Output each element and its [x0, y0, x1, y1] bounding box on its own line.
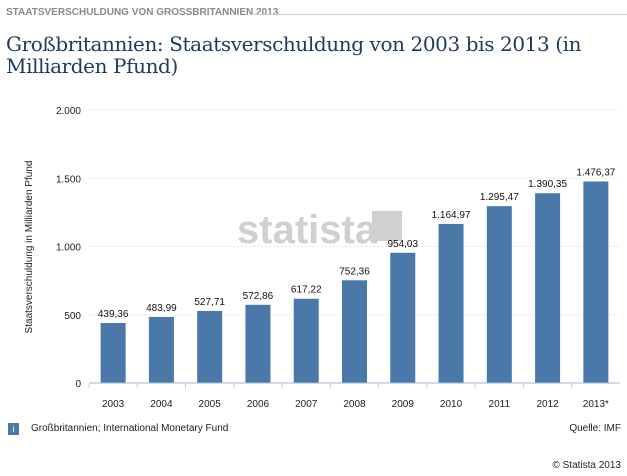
source-label[interactable]: Quelle: IMF — [569, 423, 621, 434]
x-tick-label: 2009 — [392, 399, 415, 410]
chart-kicker: STAATSVERSCHULDUNG VON GROSSBRITANNIEN 2… — [6, 7, 279, 18]
data-label: 1.295,47 — [480, 192, 519, 203]
x-tick-label: 2007 — [295, 399, 318, 410]
bar — [438, 223, 464, 383]
bar — [390, 252, 416, 383]
bar — [583, 181, 609, 383]
data-label: 527,71 — [194, 297, 225, 308]
x-tick-label: 2003 — [102, 399, 125, 410]
data-label: 752,36 — [339, 266, 370, 277]
data-label: 439,36 — [98, 309, 129, 320]
x-tick-label: 2012 — [536, 399, 559, 410]
y-tick-label: 1.500 — [56, 174, 81, 185]
data-label: 572,86 — [243, 291, 274, 302]
data-label: 1.164,97 — [432, 210, 471, 221]
y-tick-label: 2.000 — [56, 106, 81, 117]
kicker-divider — [250, 14, 627, 15]
bar — [486, 206, 512, 383]
x-tick-label: 2006 — [247, 399, 270, 410]
x-tick-label: 2013* — [583, 399, 609, 410]
x-tick-label: 2005 — [199, 399, 222, 410]
y-tick-label: 500 — [64, 311, 81, 322]
data-label: 954,03 — [387, 239, 418, 250]
watermark-logo-icon — [372, 211, 402, 241]
chart-title: Großbritannien: Staatsverschuldung von 2… — [6, 32, 582, 78]
data-label: 1.390,35 — [528, 179, 567, 190]
x-tick-label: 2011 — [489, 399, 511, 410]
x-tick-label: 2008 — [343, 399, 366, 410]
bar — [535, 193, 561, 383]
info-icon[interactable]: i — [8, 423, 19, 435]
source-note: Großbritannien; International Monetary F… — [31, 423, 229, 434]
y-tick-label: 0 — [75, 379, 81, 390]
x-tick-label: 2010 — [440, 399, 463, 410]
bar — [148, 316, 174, 383]
copyright: © Statista 2013 — [552, 460, 621, 471]
data-label: 483,99 — [146, 303, 177, 314]
bar — [100, 323, 126, 383]
bar — [245, 304, 271, 383]
y-axis-title: Staatsverschuldung in Milliarden Pfund — [24, 161, 35, 334]
x-tick-label: 2004 — [150, 399, 173, 410]
watermark-logo: statista — [237, 208, 378, 252]
data-label: 617,22 — [291, 285, 322, 296]
data-label: 1.476,37 — [576, 167, 615, 178]
bar — [342, 280, 367, 383]
bar — [197, 310, 223, 383]
bar — [293, 298, 319, 383]
y-tick-label: 1.000 — [56, 243, 81, 254]
